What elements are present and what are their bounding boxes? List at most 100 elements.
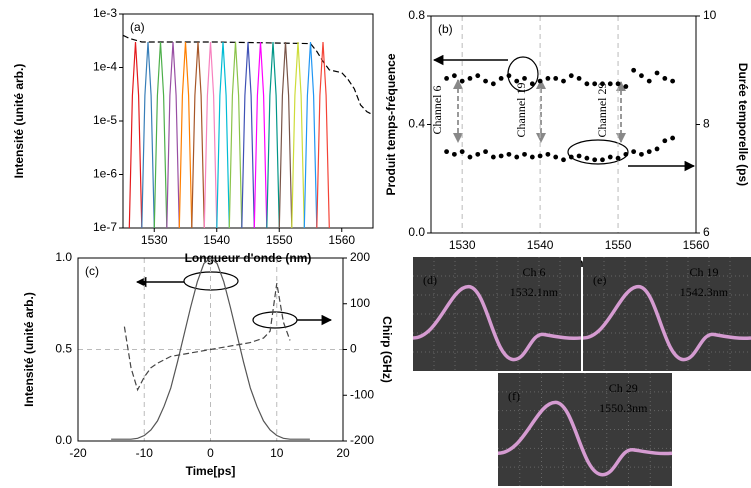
c-decorations [135,271,333,329]
point [646,78,652,84]
series-line [241,41,255,229]
point [639,73,644,79]
scope-trace [582,284,751,362]
scope-panel: (d) Ch 6 1532.1nm [412,257,582,371]
point [600,81,605,87]
series-line [316,41,330,229]
series-line [278,41,293,229]
y-tick-label: 1e-6 [93,167,117,181]
scope-label: (e) [593,273,606,287]
point [498,153,504,159]
x-tick-label: 10 [270,446,284,460]
point [592,81,598,87]
point [576,153,582,159]
point [506,151,512,157]
point [623,151,629,157]
y-axis-label: Produit temps-fréquence [384,53,398,195]
y-tick-label: 0.0 [55,433,72,447]
panel-label: (b) [438,22,453,36]
annotation: Channel 6 [430,86,444,135]
y2-tick-label: 0 [350,342,357,356]
point [475,151,481,157]
x-tick-label: 1550 [266,233,293,247]
point [459,78,465,84]
series-line [266,41,280,229]
scope-wavelength: 1542.3nm [680,285,729,299]
point [537,153,543,159]
series-line [111,257,310,440]
scope-wavelength: 1532.1nm [510,285,559,299]
plot-frame [430,15,697,234]
point [600,157,605,163]
x-tick-label: -20 [69,446,87,460]
scope-channel: Ch 29 [609,381,638,395]
x-tick-label: 0 [207,446,214,460]
point [639,151,644,157]
point [607,81,613,87]
point [615,155,621,161]
point [506,73,512,79]
x-tick-label: 1550 [605,238,632,252]
point [631,149,637,155]
series-line [178,41,193,229]
point [654,70,660,76]
point [522,75,527,81]
y2-axis-label: Durée temporelle (ps) [736,63,750,186]
scope-label: (d) [423,273,437,287]
x-tick-label: 1530 [141,233,168,247]
point [514,154,520,160]
point [553,75,559,81]
point [670,78,676,84]
scope-wavelength: 1550.3nm [599,401,648,415]
y-tick-label: 1e-7 [93,220,117,234]
series-line [153,41,168,229]
scope-channel: Ch 19 [689,265,718,279]
point [444,149,449,155]
series-line [216,41,230,229]
x-axis-label: Time[ps] [186,464,236,478]
point [568,154,574,160]
x-tick-label: 1540 [527,238,554,252]
series-line [253,41,268,229]
x-tick-label: 1560 [683,238,710,252]
y2-tick-label: 100 [350,296,370,310]
point [607,154,613,160]
y-axis-label: Intensité (unité arb.) [22,292,36,407]
x-tick-label: 1560 [328,233,355,247]
panel: 1530 1540 1550 15601e-31e-41e-51e-61e-7Long… [12,6,374,265]
point [545,75,551,81]
point [662,75,668,81]
y2-tick-label: -200 [350,433,374,447]
y-tick-label: 1e-4 [93,60,117,74]
y-tick-label: 0.0 [408,225,425,239]
point [467,75,473,81]
point [545,151,551,157]
scope-trace [412,284,582,362]
y-tick-label: 1e-3 [93,6,117,20]
x-tick-label: 20 [336,446,350,460]
x-tick-label: 1540 [203,233,230,247]
point [498,75,504,81]
series-line [303,41,318,229]
y2-tick-label: 200 [350,250,370,264]
point [576,75,582,81]
point [522,151,527,157]
point [646,149,652,155]
y-tick-label: 1.0 [55,250,72,264]
point [670,135,676,141]
b-decorations [432,54,696,172]
point [561,157,566,163]
series-line [128,41,143,229]
panel-label: (a) [130,20,145,34]
y2-tick-label: -100 [350,387,374,401]
point [631,67,637,73]
series-line [141,41,155,229]
y-tick-label: 0.5 [55,342,72,356]
point [467,154,473,160]
y-tick-label: 0.4 [408,117,425,131]
y2-tick-label: 10 [703,8,717,22]
series-line [122,34,374,116]
series-line [191,41,205,229]
